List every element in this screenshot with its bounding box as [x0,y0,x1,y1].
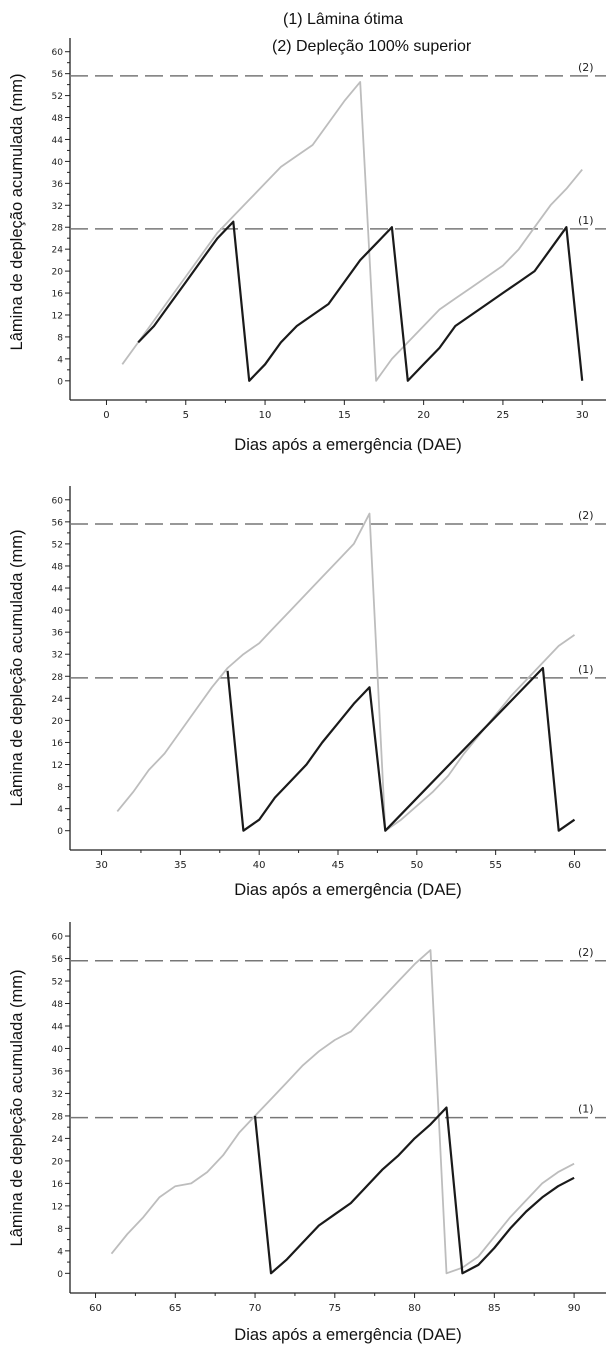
y-tick-label: 36 [52,1067,64,1077]
x-tick-label: 0 [103,410,109,421]
y-tick-label: 40 [52,1045,64,1055]
x-tick-label: 70 [249,1303,262,1314]
y-tick-label: 60 [52,48,64,58]
x-tick-label: 35 [174,860,187,871]
x-tick-label: 25 [497,410,510,421]
x-tick-label: 30 [576,410,589,421]
series-line-light [110,949,575,1275]
y-tick-label: 20 [52,268,64,278]
reference-line-label-1: (1) [578,214,594,227]
x-tick-label: 45 [332,860,345,871]
y-tick-label: 52 [52,978,63,988]
y-tick-label: 36 [52,629,64,639]
x-axis-title: Dias após a emergência (DAE) [234,436,461,454]
legend: (1) Lâmina ótima (2) Depleção 100% super… [272,11,472,55]
series-line-dark [253,1106,575,1275]
y-tick-label: 44 [52,136,64,146]
y-tick-label: 24 [52,695,64,705]
x-tick-label: 60 [568,860,581,871]
y-tick-label: 40 [52,607,64,617]
y-axis-title: Lâmina de depleção acumulada (mm) [8,970,26,1247]
series-line-light [116,512,576,832]
y-tick-label: 16 [52,1180,64,1190]
y-tick-label: 0 [57,1270,63,1280]
y-tick-label: 48 [52,1000,64,1010]
y-tick-label: 24 [52,1135,64,1145]
y-tick-label: 36 [52,180,64,190]
reference-line-label-2: (2) [578,61,594,74]
y-tick-label: 52 [52,92,63,102]
y-tick-label: 8 [57,1225,63,1235]
y-tick-label: 48 [52,562,64,572]
y-tick-label: 16 [52,290,64,300]
y-tick-label: 20 [52,1157,64,1167]
y-tick-label: 28 [52,1112,64,1122]
y-tick-label: 16 [52,739,64,749]
y-tick-label: 0 [57,827,63,837]
y-tick-label: 32 [52,651,63,661]
legend-line-2: (2) Depleção 100% superior [272,38,472,55]
y-tick-label: 32 [52,202,63,212]
legend-line-1: (1) Lâmina ótima [283,11,403,28]
y-axis-title: Lâmina de depleção acumulada (mm) [8,74,26,351]
x-tick-label: 50 [410,860,423,871]
y-tick-label: 44 [52,585,64,595]
y-tick-label: 12 [52,311,63,321]
reference-line-label-2: (2) [578,946,594,959]
y-tick-label: 28 [52,224,64,234]
x-tick-label: 75 [328,1303,341,1314]
x-axis-title: Dias após a emergência (DAE) [234,881,461,899]
y-tick-label: 12 [52,1202,63,1212]
y-tick-label: 24 [52,246,64,256]
y-tick-label: 28 [52,673,64,683]
y-tick-label: 56 [52,518,64,528]
series-line-dark [226,666,576,832]
x-tick-label: 90 [568,1303,581,1314]
x-tick-label: 5 [183,410,189,421]
x-tick-label: 10 [259,410,272,421]
reference-line-label-1: (1) [578,663,594,676]
x-tick-label: 40 [253,860,266,871]
y-tick-label: 56 [52,955,64,965]
y-tick-label: 8 [57,783,63,793]
y-tick-label: 40 [52,158,64,168]
x-tick-label: 55 [489,860,502,871]
series-line-dark [137,220,584,382]
x-tick-label: 60 [89,1303,102,1314]
x-tick-label: 80 [408,1303,421,1314]
x-tick-label: 85 [488,1303,501,1314]
x-tick-label: 30 [95,860,108,871]
y-tick-label: 12 [52,761,63,771]
y-tick-label: 20 [52,717,64,727]
y-tick-label: 48 [52,114,64,124]
y-tick-label: 60 [52,933,64,943]
x-tick-label: 65 [169,1303,182,1314]
x-tick-label: 15 [338,410,351,421]
y-tick-label: 56 [52,70,64,80]
y-tick-label: 4 [57,805,63,815]
series-line-light [121,81,583,382]
x-axis-title: Dias após a emergência (DAE) [234,1326,461,1344]
reference-line-label-1: (1) [578,1103,594,1116]
y-tick-label: 4 [57,355,63,365]
x-tick-label: 20 [417,410,430,421]
y-tick-label: 60 [52,496,64,506]
y-axis-title: Lâmina de depleção acumulada (mm) [8,530,26,807]
y-tick-label: 44 [52,1022,64,1032]
y-tick-label: 32 [52,1090,63,1100]
y-tick-label: 8 [57,333,63,343]
reference-line-label-2: (2) [578,509,594,522]
y-tick-label: 52 [52,540,63,550]
y-tick-label: 0 [57,377,63,387]
y-tick-label: 4 [57,1247,63,1257]
